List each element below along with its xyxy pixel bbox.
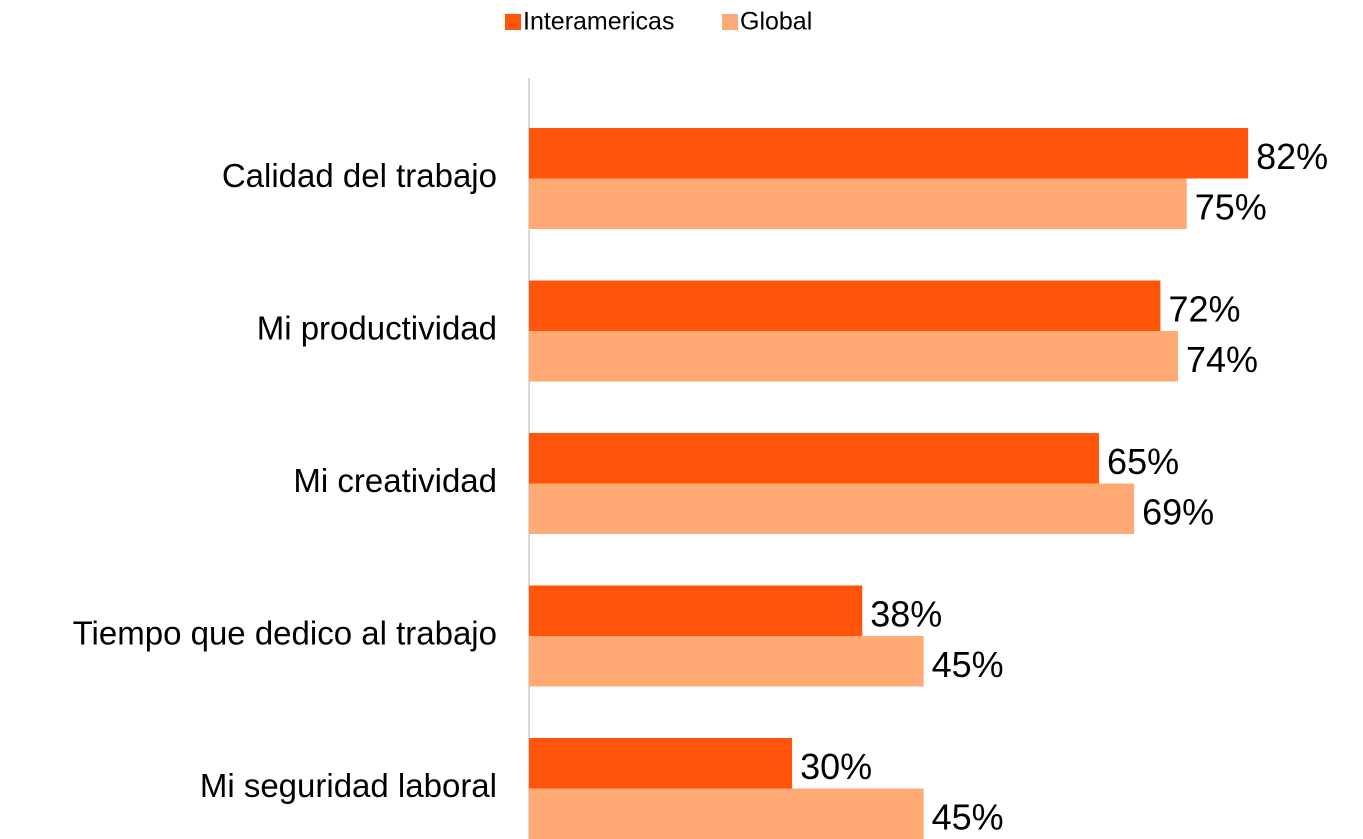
value-label: 45% (932, 796, 1004, 837)
bar (529, 636, 924, 687)
bar (529, 585, 863, 636)
legend-swatch (722, 14, 738, 30)
bar (529, 788, 924, 839)
legend-swatch (505, 14, 521, 30)
bar (529, 433, 1100, 484)
value-label: 30% (800, 746, 872, 787)
value-label: 82% (1256, 136, 1328, 177)
category-label: Mi productividad (257, 310, 497, 347)
value-label: 74% (1186, 339, 1258, 380)
value-label: 38% (870, 593, 942, 634)
category-label: Tiempo que dedico al trabajo (73, 615, 497, 652)
bar (529, 128, 1249, 179)
category-label: Calidad del trabajo (222, 157, 497, 194)
bar (529, 178, 1187, 229)
value-label: 45% (932, 644, 1004, 685)
value-label: 69% (1142, 491, 1214, 532)
category-label: Mi seguridad laboral (200, 767, 497, 804)
legend-label: Global (740, 8, 812, 36)
bar (529, 331, 1178, 382)
bar (529, 738, 793, 789)
legend-label: Interamericas (523, 8, 674, 36)
bar (529, 483, 1135, 534)
category-label: Mi creatividad (293, 462, 497, 499)
value-label: 75% (1195, 186, 1267, 227)
value-label: 65% (1107, 441, 1179, 482)
value-label: 72% (1168, 288, 1240, 329)
bar (529, 280, 1161, 331)
